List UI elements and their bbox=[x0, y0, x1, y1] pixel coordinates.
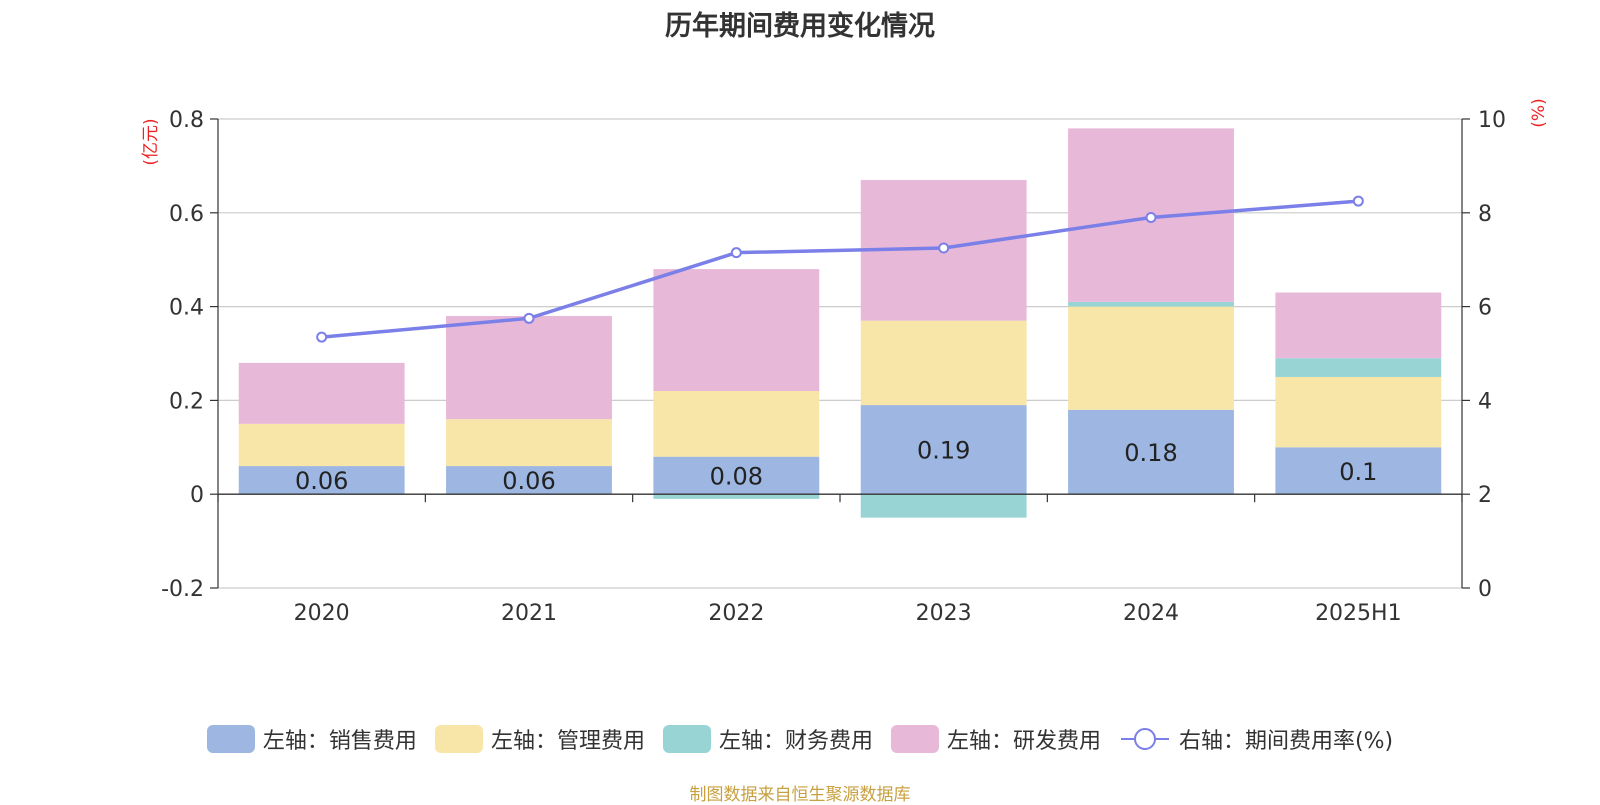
legend-label: 左轴：销售费用 bbox=[262, 729, 417, 754]
bar-segment bbox=[1068, 301, 1234, 307]
legend-swatch bbox=[434, 725, 483, 753]
right-tick-label: 2 bbox=[1478, 483, 1492, 508]
bar-data-label: 0.19 bbox=[917, 437, 970, 465]
left-tick-label: -0.2 bbox=[161, 577, 204, 602]
right-axis-unit: (%) bbox=[1529, 98, 1549, 127]
line-marker-icon bbox=[1119, 725, 1171, 753]
bar-segment bbox=[446, 466, 612, 495]
bar-segment bbox=[238, 423, 405, 467]
bar-segment bbox=[653, 391, 820, 457]
line-series-point bbox=[1352, 195, 1364, 207]
legend-label: 左轴：管理费用 bbox=[490, 729, 645, 754]
line-series-point bbox=[523, 312, 535, 324]
x-tick-label: 2021 bbox=[501, 601, 557, 626]
legend-label: 左轴：研发费用 bbox=[946, 729, 1101, 754]
left-tick-label: 0.6 bbox=[169, 202, 204, 227]
bar-data-label: 0.06 bbox=[502, 467, 555, 495]
right-tick-label: 6 bbox=[1478, 296, 1492, 321]
legend-item[interactable]: 左轴：销售费用 bbox=[206, 723, 417, 755]
legend-swatch bbox=[662, 725, 711, 753]
bar-segment bbox=[860, 405, 1027, 495]
right-tick-label: 4 bbox=[1478, 389, 1492, 414]
line-series-point bbox=[938, 242, 950, 254]
left-tick-label: 0 bbox=[190, 483, 204, 508]
source-note: 制图数据来自恒生聚源数据库 bbox=[689, 785, 911, 805]
legend-item[interactable]: 右轴：期间费用率(%) bbox=[1119, 723, 1393, 755]
chart-title: 历年期间费用变化情况 bbox=[665, 11, 935, 42]
left-axis-unit: (亿元) bbox=[141, 118, 161, 165]
bar-segment bbox=[1068, 409, 1234, 495]
right-tick-label: 10 bbox=[1478, 108, 1506, 133]
bar-segment bbox=[1275, 376, 1442, 448]
legend-label: 右轴：期间费用率(%) bbox=[1178, 729, 1394, 754]
bar-data-label: 0.06 bbox=[295, 467, 348, 495]
legend: 左轴：销售费用 左轴：管理费用 左轴：财务费用 左轴：研发费用 右轴：期间费用率(%) bbox=[0, 722, 1600, 756]
x-tick-label: 2024 bbox=[1123, 601, 1179, 626]
bar-data-label: 0.1 bbox=[1339, 458, 1377, 486]
legend-label: 左轴：财务费用 bbox=[718, 729, 873, 754]
bar-segment bbox=[1275, 292, 1442, 359]
chart-plot: -0.2 0 0.2 0.4 0.6 0.8 0 2 4 6 8 10 (亿元) (%) 0.06 0.06 0… bbox=[141, 98, 1549, 626]
legend-swatch bbox=[890, 725, 939, 753]
legend-item[interactable]: 左轴：财务费用 bbox=[662, 723, 873, 755]
bar-segment bbox=[446, 419, 612, 467]
legend-item[interactable]: 左轴：管理费用 bbox=[434, 723, 645, 755]
x-tick-label: 2020 bbox=[294, 601, 350, 626]
bar-segment bbox=[653, 494, 820, 499]
x-tick-label: 2023 bbox=[916, 601, 972, 626]
bar-segment bbox=[1275, 358, 1442, 377]
bar-segment bbox=[238, 466, 405, 495]
bar-data-label: 0.08 bbox=[710, 462, 763, 490]
bar-segment bbox=[446, 315, 612, 420]
legend-swatch bbox=[206, 725, 255, 753]
line-series-point bbox=[730, 247, 742, 259]
left-tick-label: 0.2 bbox=[169, 389, 204, 414]
right-tick-label: 8 bbox=[1478, 202, 1492, 227]
bar-segment bbox=[238, 362, 405, 424]
bar-segment bbox=[1275, 447, 1442, 495]
bar-segment bbox=[860, 494, 1027, 518]
bar-data-label: 0.18 bbox=[1124, 439, 1177, 467]
line-series-path bbox=[321, 199, 1359, 339]
right-tick-label: 0 bbox=[1478, 577, 1492, 602]
bar-segment bbox=[1068, 306, 1234, 410]
bar-segment bbox=[653, 269, 820, 392]
bar-segment bbox=[653, 456, 820, 495]
x-tick-label: 2025H1 bbox=[1315, 601, 1402, 626]
bar-segment bbox=[860, 320, 1027, 406]
x-tick-label: 2022 bbox=[708, 601, 764, 626]
line-series-point bbox=[316, 331, 328, 343]
left-tick-label: 0.4 bbox=[169, 296, 204, 321]
left-tick-label: 0.8 bbox=[169, 108, 204, 133]
legend-item[interactable]: 左轴：研发费用 bbox=[890, 723, 1101, 755]
line-series-point bbox=[1145, 211, 1157, 223]
